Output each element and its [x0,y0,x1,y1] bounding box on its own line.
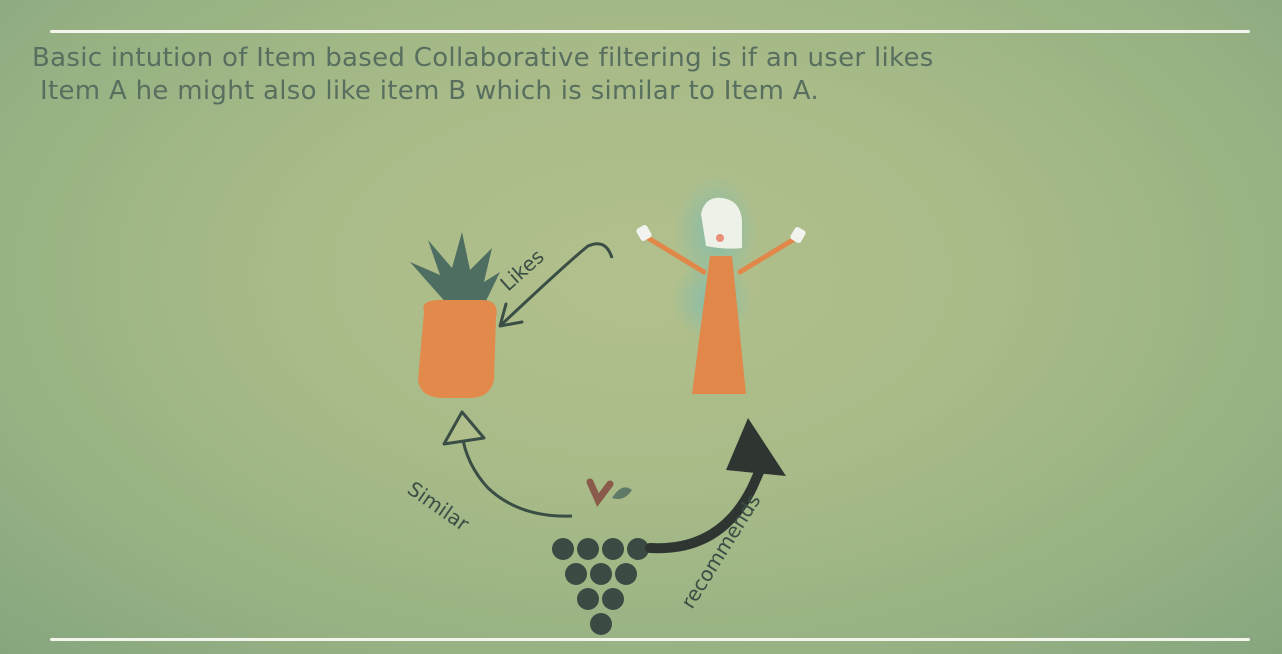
person-icon [636,174,806,394]
pineapple-icon [410,232,500,398]
similar-arrow [442,410,573,518]
likes-arrow [498,242,614,328]
bottom-divider [50,638,1250,641]
top-divider [50,30,1250,33]
caption-line-1: Basic intution of Item based Collaborati… [32,43,934,73]
caption-line-2: Item A he might also like item B which i… [40,76,819,106]
similar-label: Similar [403,476,474,536]
grapes-icon [552,478,649,635]
recommends-arrow [645,418,786,554]
caption: Basic intution of Item based Collaborati… [32,42,1232,108]
recommends-label: recommends [676,489,765,612]
